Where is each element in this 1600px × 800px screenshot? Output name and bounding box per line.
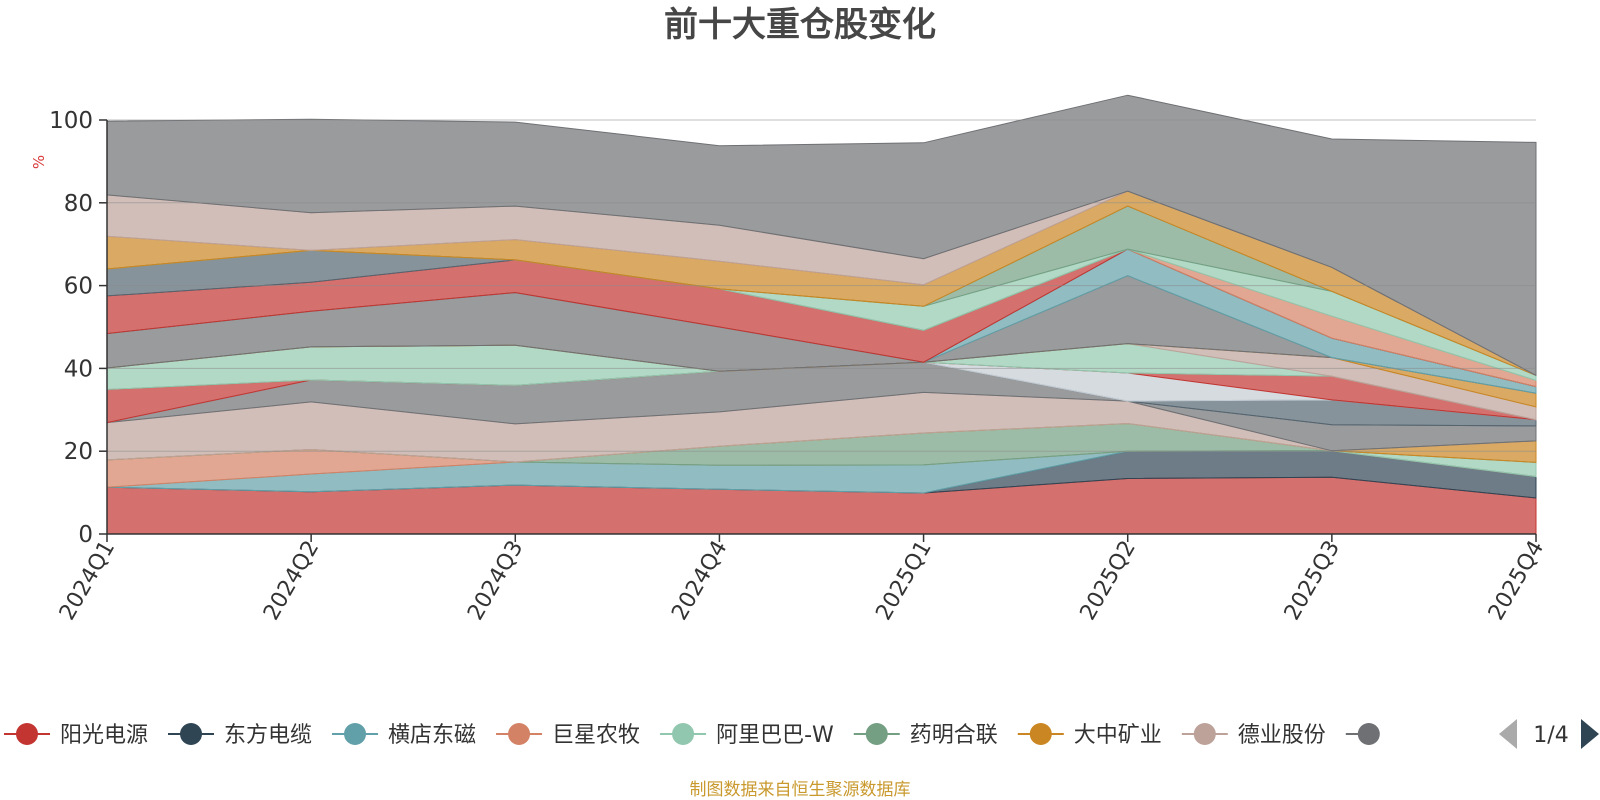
legend-label: 横店东磁 xyxy=(388,723,476,748)
x-tick-label: 2024Q4 xyxy=(667,537,732,625)
legend-label: 大中矿业 xyxy=(1074,723,1162,748)
y-tick-label: 40 xyxy=(64,356,93,382)
data-source-note: 制图数据来自恒生聚源数据库 xyxy=(690,780,911,800)
x-tick-label: 2025Q1 xyxy=(871,537,936,625)
legend-label: 药明合联 xyxy=(910,723,998,748)
legend-marker xyxy=(180,723,203,745)
x-tick-label: 2025Q3 xyxy=(1280,537,1345,625)
chart-title: 前十大重仓股变化 xyxy=(664,5,936,45)
legend-label: 阳光电源 xyxy=(60,723,148,748)
legend-marker xyxy=(672,723,695,745)
x-tick-label: 2024Q1 xyxy=(55,537,120,625)
x-tick-label: 2024Q2 xyxy=(259,537,324,625)
y-tick-label: 60 xyxy=(64,274,93,300)
legend: 阳光电源 东方电缆 横店东磁 巨星农牧 阿里巴巴-W 药明合联 大中矿业 德业股份 1/4 xyxy=(4,719,1599,749)
x-tick-label: 2025Q4 xyxy=(1484,537,1549,625)
legend-label: 巨星农牧 xyxy=(552,723,640,748)
x-tick-label: 2024Q3 xyxy=(463,537,528,625)
legend-label: 阿里巴巴-W xyxy=(716,723,834,748)
legend-label: 德业股份 xyxy=(1238,723,1326,748)
legend-marker xyxy=(865,723,888,745)
legend-page-indicator: 1/4 xyxy=(1533,723,1568,748)
x-tick-label: 2025Q2 xyxy=(1076,537,1141,625)
legend-marker xyxy=(1357,723,1380,745)
area-series-24 xyxy=(106,94,1537,377)
legend-marker xyxy=(1029,723,1052,745)
y-axis-unit: % xyxy=(30,155,48,169)
legend-label: 东方电缆 xyxy=(224,723,312,748)
area-layers xyxy=(106,94,1537,535)
y-tick-label: 0 xyxy=(78,522,93,548)
legend-marker xyxy=(16,723,38,745)
grid-lines xyxy=(107,119,1536,452)
legend-next-page-arrow[interactable] xyxy=(1581,719,1599,749)
legend-marker xyxy=(508,723,531,745)
legend-prev-page-arrow[interactable] xyxy=(1499,719,1517,749)
legend-marker xyxy=(1193,723,1216,745)
legend-marker xyxy=(344,723,367,745)
y-tick-label: 80 xyxy=(64,191,93,217)
y-tick-label: 20 xyxy=(64,439,93,465)
y-tick-label: 100 xyxy=(49,108,93,134)
